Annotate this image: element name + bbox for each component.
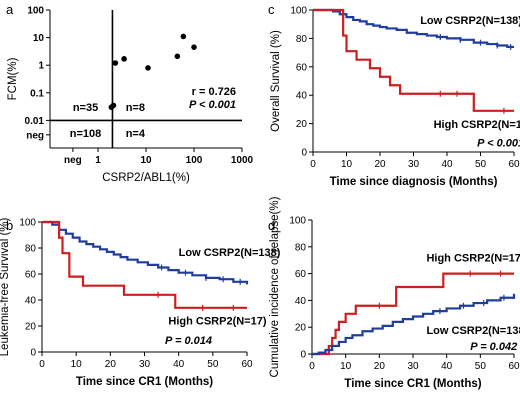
y-tick-label: neg [26,130,44,141]
y-tick-label: 60 [296,62,308,73]
x-axis-title: Time since CR1 (Months) [344,378,481,390]
x-tick-label: 30 [139,359,151,370]
series-label: Low CSRP2(N=138) [179,247,281,259]
panel-d: d 0 10 20 30 40 50 60 0 20 40 60 80 100 Time since CR1… [268,196,520,390]
x-tick-label: 20 [374,159,386,170]
panel-c: c 0 10 20 30 40 50 60 0 20 40 60 80 100 Time since dia… [268,2,520,188]
x-tick-label: 1 [95,155,101,166]
x-axis-title: Time since diagnosis (Months) [330,176,498,188]
y-tick-label: 100 [27,6,44,17]
panel-label-a: a [6,2,14,17]
p-value: P = 0.014 [165,335,212,347]
y-tick-label: 20 [25,322,37,333]
x-tick-label: 0 [310,159,316,170]
panel-b: b 0 10 20 30 40 50 60 0 20 40 60 80 100 Time since CR1… [0,217,281,388]
panel-label-d: d [268,218,275,233]
x-tick-label: 0 [309,361,315,372]
x-tick-label: 50 [207,359,219,370]
y-tick-label: 80 [296,34,308,45]
x-tick-label: 40 [441,159,453,170]
scatter-point [174,53,181,60]
x-tick-label: 60 [508,361,520,372]
x-tick-label: 50 [475,361,487,372]
x-axis-title: Time since CR1 (Months) [76,376,213,388]
y-tick-label: 100 [290,6,307,17]
x-tick-label: 100 [186,155,203,166]
x-tick-label: 10 [341,159,353,170]
series-label: High CSRP2(N=17) [434,119,520,131]
y-tick-label: 20 [295,323,307,334]
scatter-point [110,102,117,109]
y-tick-label: 80 [295,242,307,253]
y-tick-label: 100 [19,218,36,229]
series-line-0 [313,8,514,49]
y-tick-label: 0 [301,148,307,159]
x-tick-label: 10 [340,361,352,372]
series-line-0 [42,220,249,285]
x-tick-label: 1000 [231,155,254,166]
y-tick-label: 40 [295,296,307,307]
scatter-point [121,56,127,62]
y-tick-label: 0 [30,348,36,359]
x-tick-label: 40 [441,361,453,372]
y-axis-title: Cumulative incidence of relapse(%) [269,196,281,377]
y-tick-label: 80 [25,244,37,255]
x-tick-label: 30 [407,361,419,372]
panel-a: a neg 1 10 100 1000 neg 0.01 0.1 1 10 100 CSRP2/ABL1… [6,2,254,184]
quadrant-count: n=108 [70,128,102,140]
x-tick-label: 30 [408,159,420,170]
y-tick-label: 0 [300,350,306,361]
x-tick-label: 10 [71,359,83,370]
y-tick-label: 10 [33,33,45,44]
x-tick-label: neg [64,155,82,166]
y-axis-title: FCM(%) [7,57,19,100]
panel-label-b: b [6,218,13,233]
y-tick-label: 1 [38,61,44,72]
scatter-point [145,65,151,71]
y-tick-label: 60 [25,270,37,281]
y-axis-title: Leukemia-free Survival (%) [0,217,11,356]
scatter-point [180,33,187,40]
correlation-p: P < 0.001 [189,99,236,111]
x-tick-label: 40 [173,359,185,370]
series-label: Low CSRP2(N=138) [426,325,520,337]
y-tick-label: 20 [296,119,308,130]
quadrant-count: n=35 [73,102,98,114]
series-label: High CSRP2(N=17) [426,253,520,265]
y-tick-label: 0.1 [30,88,44,99]
quadrant-count: n=4 [126,128,146,140]
x-tick-label: 0 [39,359,45,370]
y-tick-label: 60 [295,269,307,280]
x-tick-label: 50 [475,159,487,170]
series-line-1 [313,8,514,112]
y-tick-label: 40 [296,91,308,102]
series-line-1 [312,293,516,356]
x-tick-label: 20 [374,361,386,372]
x-tick-label: 20 [105,359,117,370]
y-tick-label: 0.01 [25,116,45,127]
p-value: P < 0.001 [477,137,520,149]
x-tick-label: 60 [508,159,520,170]
y-tick-label: 40 [25,296,37,307]
quadrant-count: n=8 [126,102,145,114]
scatter-point [112,60,119,66]
x-axis-title: CSRP2/ABL1(%) [102,172,190,184]
y-axis-title: Overall Survival (%) [270,30,282,132]
p-value: P = 0.042 [470,341,517,353]
y-tick-label: 100 [289,216,306,227]
correlation-r: r = 0.726 [192,86,236,98]
panel-label-c: c [268,2,275,17]
series-line-0 [312,272,514,356]
scatter-point [191,44,197,50]
x-tick-label: 10 [140,155,152,166]
x-tick-label: 60 [241,359,253,370]
series-label: High CSRP2(N=17) [168,316,266,328]
series-label: Low CSRP2(N=138) [420,15,520,27]
